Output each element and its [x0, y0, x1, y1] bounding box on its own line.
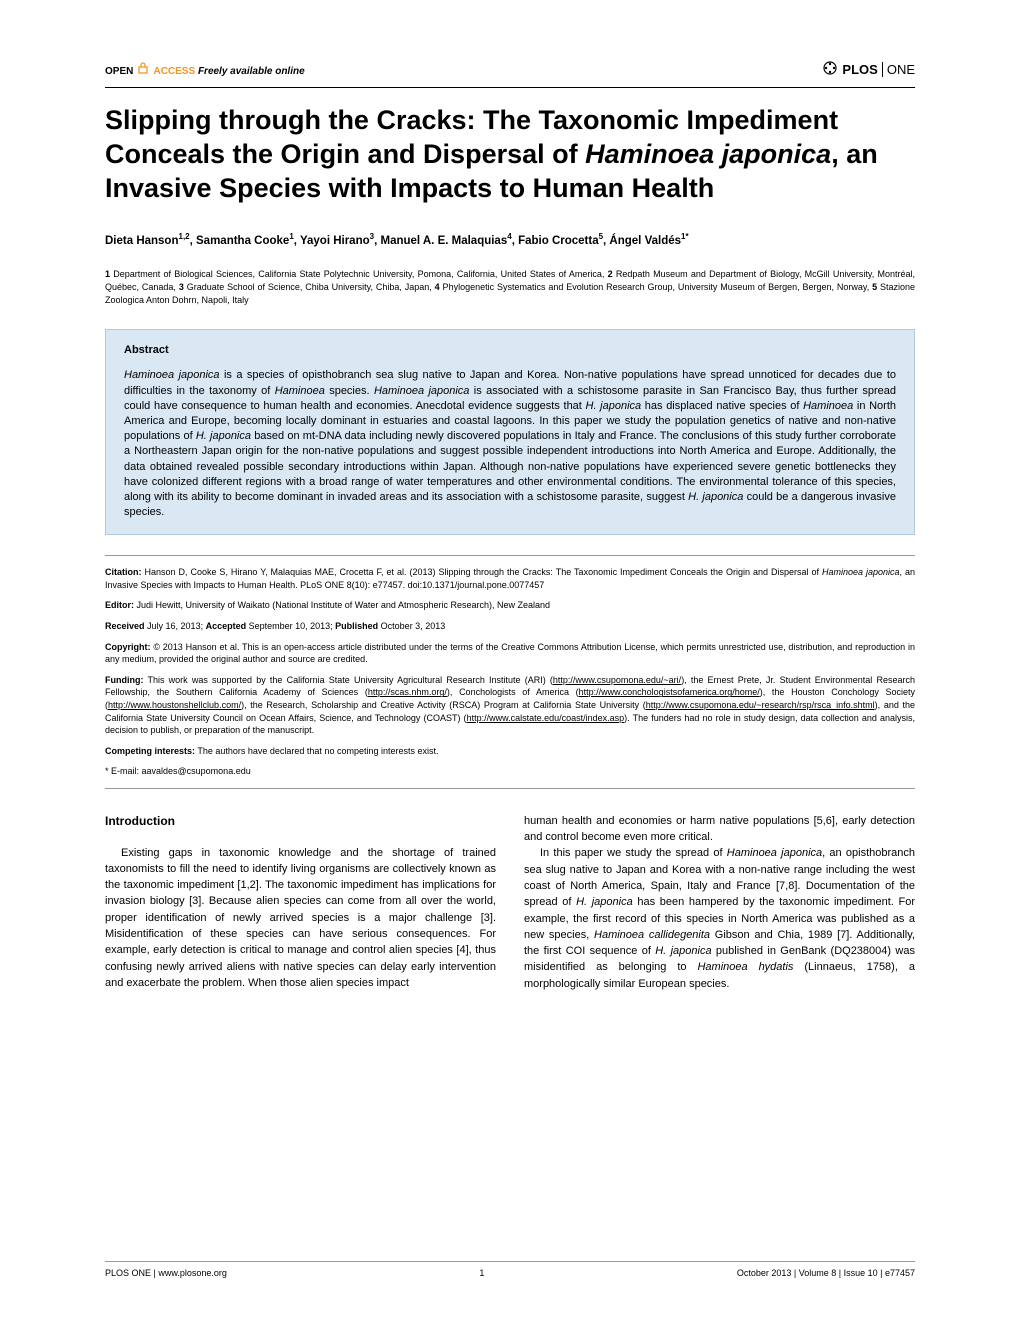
dates: Received July 16, 2013; Accepted Septemb…	[105, 620, 915, 633]
open-text: OPEN	[105, 66, 133, 77]
access-text: ACCESS	[153, 66, 195, 77]
title-species: Haminoea japonica	[585, 139, 831, 169]
meta-block: Citation: Hanson D, Cooke S, Hirano Y, M…	[105, 555, 915, 789]
column-left: Introduction Existing gaps in taxonomic …	[105, 813, 496, 992]
plos-logo: PLOS ONE	[822, 60, 915, 79]
footer-right: October 2013 | Volume 8 | Issue 10 | e77…	[737, 1268, 915, 1278]
header-divider	[105, 87, 915, 88]
page-footer: PLOS ONE | www.plosone.org 1 October 201…	[105, 1261, 915, 1278]
funding: Funding: This work was supported by the …	[105, 674, 915, 737]
intro-para-1: Existing gaps in taxonomic knowledge and…	[105, 845, 496, 991]
open-access-badge: OPEN ACCESS Freely available online	[105, 62, 305, 77]
body-columns: Introduction Existing gaps in taxonomic …	[105, 813, 915, 992]
citation: Citation: Hanson D, Cooke S, Hirano Y, M…	[105, 566, 915, 591]
header-bar: OPEN ACCESS Freely available online PLOS…	[105, 60, 915, 79]
abstract-box: Abstract Haminoea japonica is a species …	[105, 329, 915, 535]
competing-interests: Competing interests: The authors have de…	[105, 745, 915, 758]
affiliations: 1 Department of Biological Sciences, Cal…	[105, 268, 915, 307]
copyright: Copyright: © 2013 Hanson et al. This is …	[105, 641, 915, 666]
plos-text: PLOS	[842, 62, 877, 77]
intro-heading: Introduction	[105, 813, 496, 831]
footer-left: PLOS ONE | www.plosone.org	[105, 1268, 227, 1278]
plos-icon	[822, 60, 838, 79]
authors: Dieta Hanson1,2, Samantha Cooke1, Yayoi …	[105, 231, 915, 250]
abstract-heading: Abstract	[124, 344, 896, 356]
intro-para-2: In this paper we study the spread of Ham…	[524, 845, 915, 991]
lock-icon	[138, 63, 151, 77]
corresponding-email: * E-mail: aavaldes@csupomona.edu	[105, 765, 915, 778]
article-title: Slipping through the Cracks: The Taxonom…	[105, 104, 915, 205]
footer-page-number: 1	[479, 1268, 484, 1278]
editor: Editor: Judi Hewitt, University of Waika…	[105, 599, 915, 612]
column-right: human health and economies or harm nativ…	[524, 813, 915, 992]
abstract-text: Haminoea japonica is a species of opisth…	[124, 368, 896, 520]
intro-para-1-cont: human health and economies or harm nativ…	[524, 813, 915, 846]
one-text: ONE	[882, 62, 915, 77]
freely-text: Freely available online	[198, 66, 305, 77]
